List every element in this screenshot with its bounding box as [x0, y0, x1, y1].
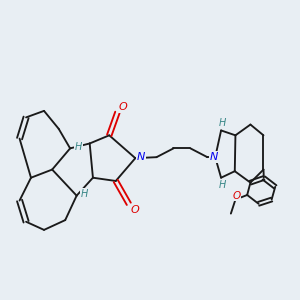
Text: O: O [119, 102, 128, 112]
Text: O: O [131, 205, 140, 215]
Text: N: N [209, 152, 218, 162]
Text: H: H [75, 142, 82, 152]
Text: N: N [137, 152, 146, 162]
Text: H: H [81, 189, 88, 199]
Text: H: H [219, 118, 226, 128]
Text: H: H [219, 180, 226, 190]
Text: O: O [232, 191, 241, 201]
